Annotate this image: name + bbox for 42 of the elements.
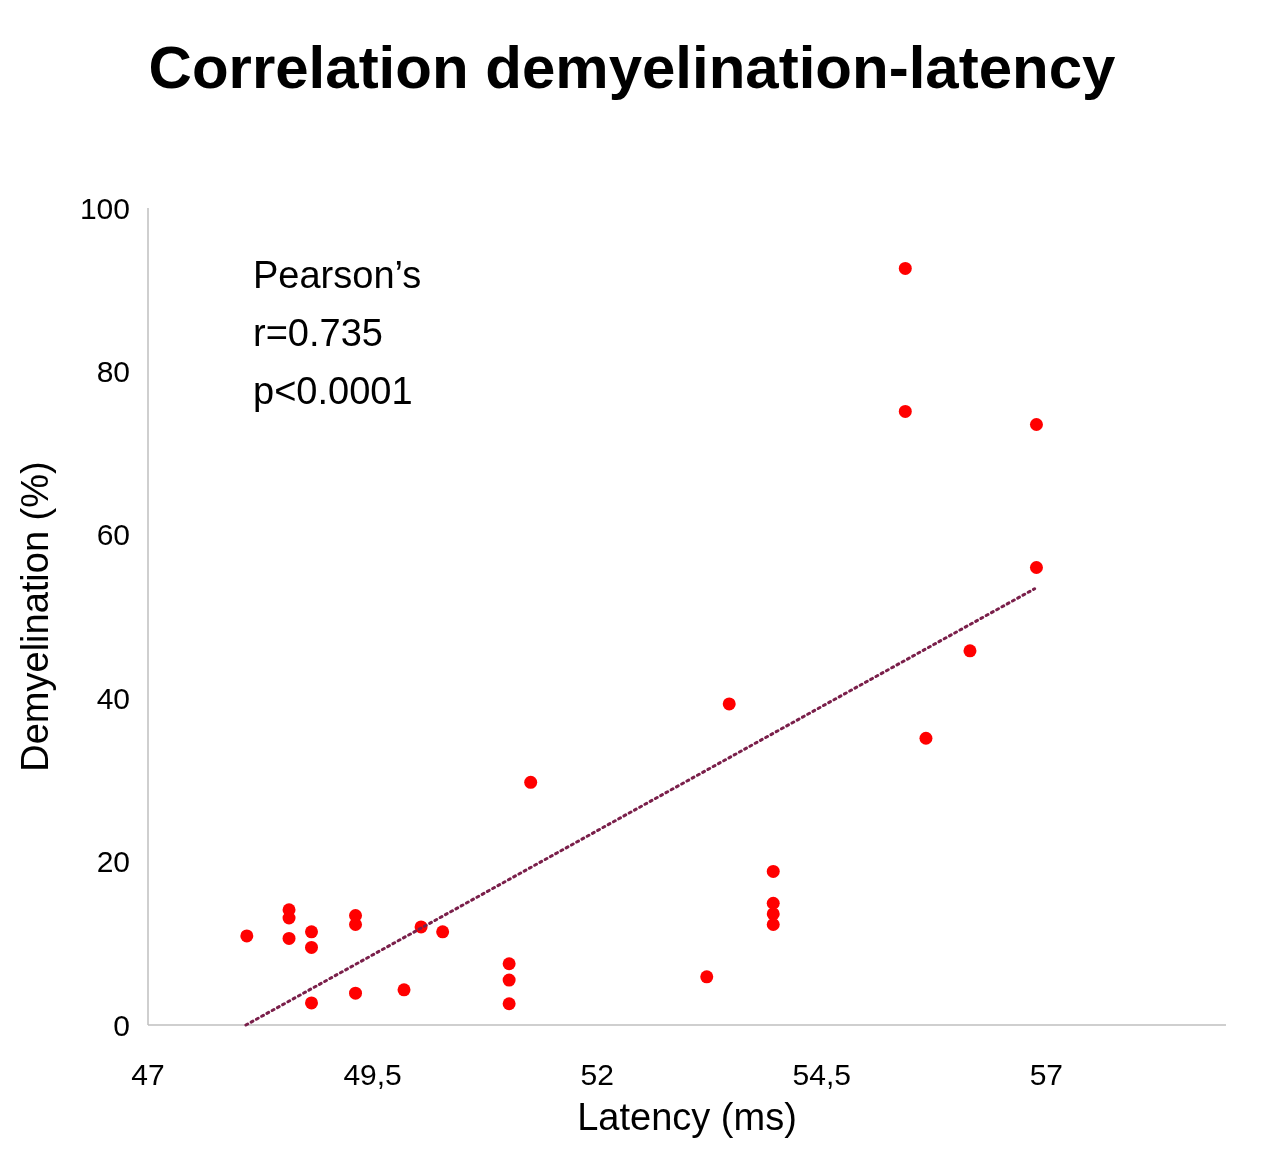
point (1029, 418, 1043, 432)
point (436, 925, 450, 939)
y-tick-label: 60 (96, 518, 130, 552)
x-tick-label: 57 (1029, 1058, 1064, 1091)
point (963, 644, 977, 658)
point (898, 261, 912, 275)
x-axis-title: Latency (ms) (577, 1096, 797, 1138)
point (898, 404, 912, 418)
point (502, 973, 516, 987)
y-tick-label: 0 (113, 1008, 130, 1042)
y-tick-label: 80 (96, 354, 130, 388)
point (305, 940, 318, 954)
annotation: r=0.735 (253, 312, 383, 354)
point (305, 925, 318, 939)
point (524, 775, 538, 789)
point (282, 911, 296, 925)
point (349, 986, 363, 1000)
x-tick-label: 49,5 (343, 1058, 402, 1091)
point (349, 918, 363, 932)
annotation: p<0.0001 (253, 370, 413, 412)
point (240, 929, 254, 943)
x-tick-label: 47 (131, 1058, 165, 1091)
point (305, 996, 318, 1010)
point (282, 931, 296, 945)
point (766, 918, 780, 932)
x-tick-label: 54,5 (792, 1058, 851, 1091)
point (722, 697, 736, 711)
y-tick-label: 100 (79, 191, 130, 225)
x-tick-label: 52 (580, 1058, 614, 1091)
point (766, 896, 780, 910)
y-tick-label: 20 (96, 845, 130, 879)
point (502, 997, 516, 1011)
annotation: Pearson’s (253, 254, 422, 296)
point (766, 864, 780, 878)
point (397, 983, 411, 997)
point (919, 731, 933, 745)
chart-title: Correlation demyelination-latency (148, 34, 1117, 101)
y-tick-label: 40 (96, 681, 130, 715)
y-axis-title: Demyelination (%) (14, 461, 56, 772)
point (502, 957, 516, 971)
point (700, 970, 714, 984)
point (1029, 560, 1043, 574)
